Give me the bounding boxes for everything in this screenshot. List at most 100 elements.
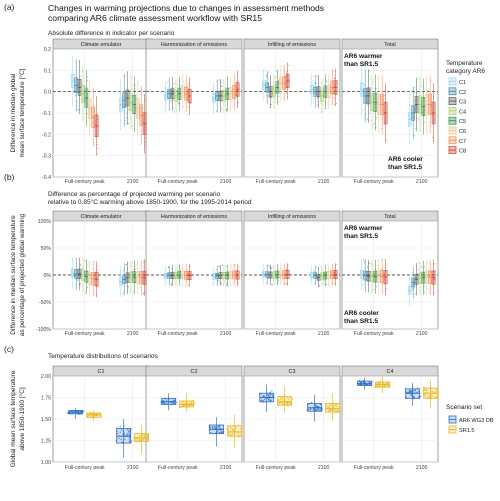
data-point [362, 381, 365, 383]
data-point [189, 401, 192, 403]
data-point [218, 431, 221, 434]
data-point [431, 79, 433, 81]
data-point [86, 76, 88, 78]
data-point [219, 265, 220, 267]
data-point [414, 134, 416, 136]
box-SR1-5 [86, 410, 102, 422]
box-C4 [129, 260, 133, 294]
data-point [226, 282, 227, 284]
data-point [278, 101, 280, 103]
box-C3 [170, 265, 175, 286]
data-point [94, 294, 96, 296]
data-point [79, 265, 81, 267]
box-body [227, 425, 243, 437]
panel-b: (b) Difference as percentage of projected… [4, 172, 439, 337]
data-point [278, 399, 281, 401]
data-point [238, 266, 240, 268]
facet-c1: C1 Full-century peak 2100 [52, 365, 150, 471]
figure-title-line-2: comparing AR6 climate assessment workflo… [48, 13, 262, 23]
data-point [377, 102, 379, 104]
data-point [136, 264, 138, 266]
x-tick-label: 2100 [220, 331, 232, 337]
data-point [387, 382, 390, 384]
data-point [332, 73, 334, 75]
data-point [366, 118, 368, 120]
data-point [413, 288, 415, 290]
data-point [436, 396, 438, 398]
facet-strip-label: Harmonization of emissions [161, 42, 228, 48]
box-C8 [333, 263, 338, 286]
box-C7 [282, 64, 287, 102]
data-point [119, 128, 121, 130]
box-C3 [316, 74, 321, 109]
data-point [126, 429, 129, 431]
data-point [279, 272, 281, 274]
data-point [167, 81, 169, 83]
data-point [87, 80, 89, 82]
data-point [181, 98, 183, 100]
facet-strip-label: Harmonization of emissions [161, 214, 228, 220]
data-point [131, 125, 133, 127]
data-point [174, 276, 176, 278]
data-point [328, 404, 331, 406]
data-point [434, 292, 436, 294]
data-point [386, 382, 388, 385]
data-point [97, 148, 99, 149]
data-point [192, 405, 194, 407]
data-point [377, 268, 378, 270]
data-point [163, 280, 165, 282]
annotation: than SR1.5 [388, 164, 422, 171]
data-point [119, 275, 121, 276]
data-point [411, 288, 413, 290]
y-axis-label: as percentage of projected global warmin… [19, 213, 26, 336]
data-point [272, 277, 274, 279]
data-point [184, 405, 186, 407]
panel-subtitle-line: Difference as percentage of projected wa… [48, 191, 221, 198]
box-C1 [407, 274, 412, 306]
data-point [265, 74, 267, 76]
data-point [131, 261, 133, 262]
data-point [86, 113, 88, 115]
box-C2 [363, 69, 367, 123]
data-point [211, 281, 213, 283]
data-point [164, 110, 166, 112]
box-C4 [174, 265, 178, 286]
data-point [376, 285, 378, 287]
data-point [332, 92, 334, 94]
facet-c3: C3 Full-century peak 2100 [243, 365, 341, 471]
box-C7 [282, 263, 286, 286]
data-point [190, 103, 192, 104]
data-point [264, 69, 265, 71]
data-point [119, 425, 121, 428]
box-C2 [167, 77, 172, 111]
data-point [215, 110, 217, 112]
data-point [285, 283, 287, 285]
facet-strip-label: Climate emulator [81, 42, 122, 48]
data-point [326, 284, 327, 286]
data-point [173, 399, 176, 402]
box-AR6-WG3-DB [356, 377, 373, 390]
data-point [286, 268, 287, 270]
data-point [172, 399, 174, 401]
data-point [413, 396, 415, 398]
data-point [413, 390, 416, 392]
data-point [312, 409, 315, 412]
data-point [380, 258, 382, 260]
box-C5 [323, 264, 328, 287]
box-C3 [414, 263, 419, 296]
data-point [285, 282, 286, 284]
data-point [143, 435, 146, 437]
data-point [226, 110, 227, 112]
box-C6 [87, 260, 92, 296]
data-point [124, 104, 126, 106]
data-point [369, 112, 371, 114]
data-point [220, 430, 223, 433]
data-point [272, 267, 274, 269]
box-C1 [70, 257, 75, 289]
facet-total: Total Full-century peak 2100 [341, 38, 439, 185]
data-point [139, 265, 141, 266]
box-C2 [265, 71, 269, 104]
data-point [268, 96, 270, 98]
data-point [120, 429, 123, 431]
